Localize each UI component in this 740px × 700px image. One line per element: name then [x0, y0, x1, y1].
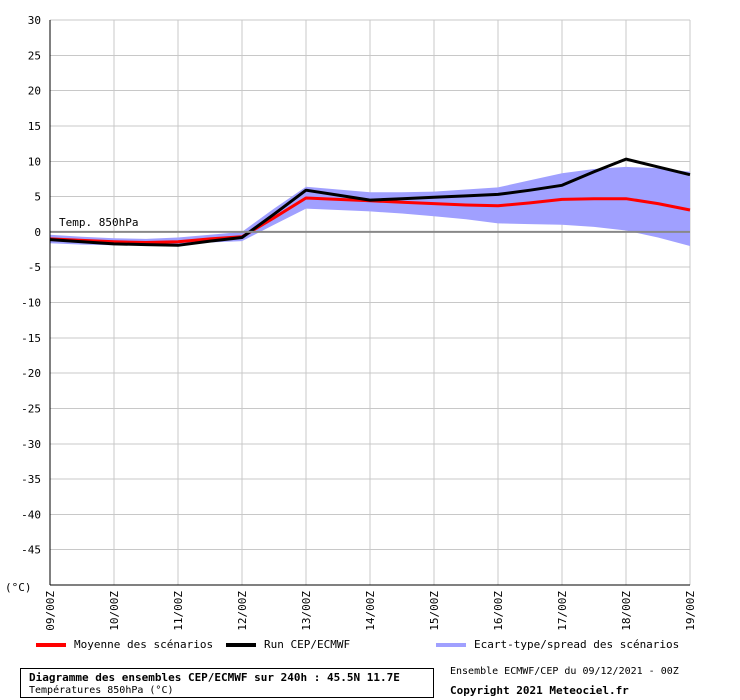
- ensemble-chart: 30 25 20 15 10 5 0 -5 -10 -15 -20 -25 -30 -35 -40 -45 09…: [5, 14, 697, 631]
- legend-run-swatch: [226, 642, 256, 647]
- chart-title-box: Diagramme des ensembles CEP/ECMWF sur 24…: [20, 668, 434, 698]
- legend-spread: Ecart-type/spread des scénarios: [436, 638, 679, 651]
- x-tick-label: 09/00Z: [44, 591, 57, 631]
- y-tick-label: -25: [21, 402, 41, 415]
- run-info: Ensemble ECMWF/CEP du 09/12/2021 - 00Z: [450, 666, 679, 677]
- axes: [49, 20, 690, 586]
- x-tick-label: 14/00Z: [364, 591, 377, 631]
- y-tick-label: -15: [21, 332, 41, 345]
- y-tick-label: -5: [28, 261, 41, 274]
- copyright: Copyright 2021 Meteociel.fr: [450, 684, 629, 697]
- tick-labels: 30 25 20 15 10 5 0 -5 -10 -15 -20 -25 -30 -35 -40 -45 09…: [5, 14, 697, 631]
- legend-run: Run CEP/ECMWF: [226, 638, 350, 651]
- legend-mean: Moyenne des scénarios: [36, 638, 213, 651]
- y-tick-label: 30: [28, 14, 41, 27]
- y-tick-label: -45: [21, 544, 41, 557]
- y-tick-label: 0: [34, 226, 41, 239]
- legend: Moyenne des scénarios Run CEP/ECMWF Ecar…: [0, 638, 740, 658]
- y-tick-label: -10: [21, 297, 41, 310]
- x-tick-label: 13/00Z: [300, 591, 313, 631]
- y-tick-label: 10: [28, 155, 41, 168]
- legend-spread-swatch: [436, 642, 466, 647]
- y-tick-label: -20: [21, 367, 41, 380]
- y-tick-label: 25: [28, 49, 41, 62]
- y-tick-label: 15: [28, 120, 41, 133]
- legend-run-label: Run CEP/ECMWF: [264, 638, 351, 651]
- y-tick-label: 5: [34, 191, 41, 204]
- grid: [49, 19, 691, 585]
- x-tick-label: 19/00Z: [684, 591, 697, 631]
- run-series-line: [49, 157, 691, 247]
- legend-mean-label: Moyenne des scénarios: [74, 638, 214, 651]
- y-tick-label: -30: [21, 438, 41, 451]
- x-tick-label: 12/00Z: [236, 591, 249, 631]
- spread-area-layer: [50, 166, 690, 246]
- x-tick-label: 17/00Z: [556, 591, 569, 631]
- legend-mean-swatch: [36, 642, 66, 647]
- x-tick-label: 15/00Z: [428, 591, 441, 631]
- inner-series-label: Temp. 850hPa: [59, 216, 138, 229]
- x-tick-label: 18/00Z: [620, 591, 633, 631]
- legend-spread-label: Ecart-type/spread des scénarios: [474, 638, 680, 651]
- chart-subtitle: Températures 850hPa (°C): [29, 685, 174, 696]
- x-tick-label: 11/00Z: [172, 591, 185, 631]
- x-tick-label: 16/00Z: [492, 591, 505, 631]
- series-lines: [49, 157, 691, 247]
- y-unit-label: (°C): [5, 581, 32, 594]
- x-tick-label: 10/00Z: [108, 591, 121, 631]
- chart-title: Diagramme des ensembles CEP/ECMWF sur 24…: [29, 671, 400, 684]
- y-tick-label: 20: [28, 85, 41, 98]
- y-tick-label: -40: [21, 508, 41, 521]
- y-tick-label: -35: [21, 473, 41, 486]
- spread-area: [50, 166, 690, 246]
